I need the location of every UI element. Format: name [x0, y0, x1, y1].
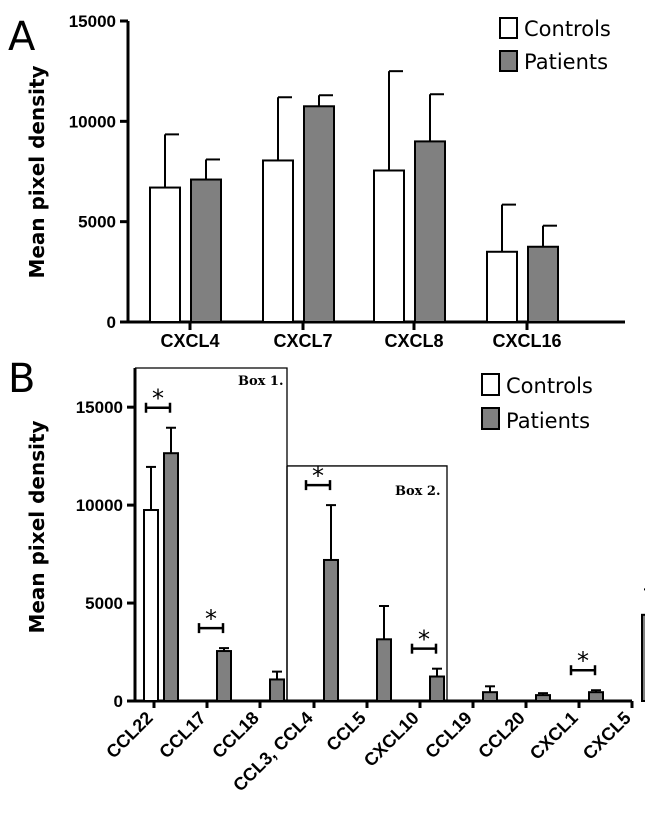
bar-patients-ccl17 — [216, 650, 232, 702]
panel-a-letter: A — [8, 14, 36, 60]
x-tick-label-ccl20: CCL20 — [474, 708, 528, 762]
legend-swatch-patients — [481, 407, 500, 430]
bar-patients-cxcl8 — [414, 140, 446, 323]
y-tick-label: 0 — [114, 692, 123, 711]
x-tick-label-cxcl1: CXCL1 — [526, 708, 582, 764]
bar-patients-ccl5 — [376, 638, 392, 702]
legend-swatch-patients — [499, 50, 518, 72]
x-tick-label-cxcl7: CXCL7 — [273, 331, 332, 351]
x-tick-label-cxcl4: CXCL4 — [160, 331, 219, 351]
x-tick-label-ccl18: CCL18 — [208, 708, 262, 762]
significance-star-ccl3-ccl4: * — [312, 462, 324, 490]
bar-patients-ccl19 — [482, 691, 498, 703]
y-tick-label: 5000 — [85, 594, 123, 613]
significance-star-ccl17: * — [205, 605, 217, 633]
bar-patients-cxcl4 — [190, 178, 222, 323]
x-tick-label-cxcl16: CXCL16 — [492, 331, 561, 351]
legend-swatch-controls — [481, 373, 500, 396]
bar-patients-cxcl16 — [527, 245, 559, 323]
x-tick-label-cxcl10: CXCL10 — [360, 708, 423, 771]
box-2-outline — [286, 465, 448, 702]
x-tick-label-ccl22: CCL22 — [102, 708, 156, 762]
significance-star-ccl22: * — [152, 385, 164, 413]
panel-a-marks: 0 5000 10000 15000 CXCL4 CXCL7 CXCL8 CXCL16 — [69, 12, 625, 351]
panel-b-legend: Controls Patients — [481, 373, 593, 433]
legend-label-controls: Controls — [524, 17, 611, 41]
significance-star-cxcl10: * — [418, 626, 430, 654]
significance-star-cxcl1: * — [577, 647, 589, 675]
bar-patients-cxcl7 — [303, 105, 335, 323]
x-tick-label-ccl5: CCL5 — [322, 708, 369, 755]
bar-controls-cxcl4 — [149, 186, 181, 323]
y-tick-label: 15000 — [76, 398, 123, 417]
box-2-label: Box 2. — [395, 484, 441, 499]
bar-patients-cxcl1 — [588, 691, 604, 703]
bar-controls-cxcl16 — [486, 250, 518, 323]
y-tick-label: 10000 — [76, 496, 123, 515]
bar-patients-ccl20 — [535, 694, 551, 703]
bar-patients-cxcl5 — [641, 613, 645, 702]
legend-label-controls: Controls — [506, 374, 593, 398]
x-tick-label-cxcl5: CXCL5 — [579, 708, 635, 764]
bar-patients-cxcl10 — [429, 675, 445, 703]
y-tick-label: 5000 — [78, 213, 116, 232]
legend-label-patients: Patients — [506, 409, 590, 433]
bar-controls-ccl22 — [143, 509, 159, 702]
bar-patients-ccl3-ccl4 — [323, 558, 339, 703]
box-1-label: Box 1. — [238, 374, 284, 389]
bar-patients-ccl18 — [269, 678, 285, 702]
bar-patients-ccl22 — [163, 452, 179, 703]
y-tick-label: 15000 — [69, 12, 116, 31]
panel-a: A Mean pixel density 0 5000 10000 15000 CXCL… — [8, 12, 625, 351]
y-tick-label: 10000 — [69, 112, 116, 131]
x-tick-label-ccl17: CCL17 — [155, 708, 209, 762]
x-tick-label-ccl19: CCL19 — [421, 708, 475, 762]
bar-controls-cxcl7 — [262, 159, 294, 323]
y-tick-label: 0 — [107, 313, 116, 332]
panel-a-legend: Controls Patients — [499, 17, 611, 74]
bar-controls-cxcl8 — [373, 169, 405, 323]
panel-a-y-axis-label: Mean pixel density — [25, 65, 49, 278]
x-tick-label-cxcl8: CXCL8 — [384, 331, 443, 351]
legend-label-patients: Patients — [524, 50, 608, 74]
panel-b: B Mean pixel density Box 1. Box 2. 0 5000… — [8, 356, 645, 795]
legend-swatch-controls — [499, 17, 518, 39]
panel-b-y-axis-label: Mean pixel density — [25, 420, 49, 633]
panel-b-letter: B — [8, 356, 35, 402]
